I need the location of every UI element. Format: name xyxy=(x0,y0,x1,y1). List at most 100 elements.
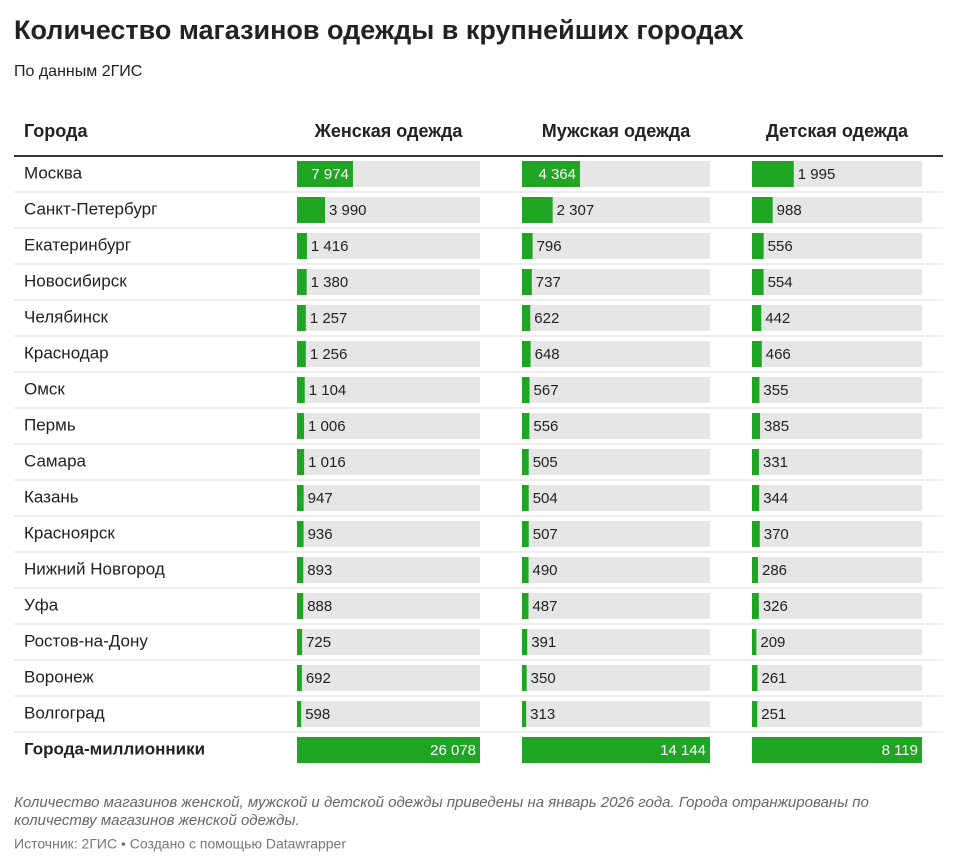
value-label: 988 xyxy=(777,202,802,219)
bar xyxy=(752,449,759,475)
bar-track xyxy=(752,197,922,223)
value-label: 504 xyxy=(533,490,558,507)
bar xyxy=(752,629,757,655)
bar xyxy=(522,233,533,259)
bar xyxy=(522,665,527,691)
value-label: 331 xyxy=(763,454,788,471)
value-label: 1 257 xyxy=(310,310,348,327)
bar xyxy=(752,341,762,367)
bar-track xyxy=(752,629,922,655)
bar xyxy=(297,269,307,295)
city-label: Волгоград xyxy=(24,703,105,722)
bar xyxy=(522,737,710,763)
bar-track xyxy=(522,665,710,691)
bar xyxy=(752,413,761,439)
bar-track xyxy=(522,449,710,475)
city-label: Краснодар xyxy=(24,343,109,362)
column-header: Женская одежда xyxy=(314,121,464,141)
bar-track xyxy=(297,269,480,295)
bar xyxy=(297,593,304,619)
city-label: Челябинск xyxy=(24,307,108,326)
city-label: Казань xyxy=(24,487,79,506)
city-label: Нижний Новгород xyxy=(24,559,165,578)
city-label: Омск xyxy=(24,379,65,398)
value-label: 14 144 xyxy=(660,742,706,759)
value-label: 507 xyxy=(533,526,558,543)
bar-track xyxy=(752,701,922,727)
bar-track xyxy=(297,413,480,439)
value-label: 487 xyxy=(532,598,557,615)
bar xyxy=(297,665,302,691)
bar-track xyxy=(297,305,480,331)
bar-track xyxy=(297,701,480,727)
bar xyxy=(752,485,760,511)
city-label: Санкт-Петербург xyxy=(24,199,157,218)
bar-track xyxy=(522,557,710,583)
bar xyxy=(297,305,306,331)
source: Источник: 2ГИС • Создано с помощью Dataw… xyxy=(14,836,346,852)
value-label: 1 104 xyxy=(309,382,347,399)
value-label: 598 xyxy=(305,706,330,723)
column-header: Детская одежда xyxy=(766,121,909,141)
value-label: 505 xyxy=(533,454,558,471)
bar-track xyxy=(297,197,480,223)
bar xyxy=(297,557,304,583)
bar-track xyxy=(752,233,922,259)
city-label: Ростов-на-Дону xyxy=(24,631,148,650)
value-label: 692 xyxy=(306,670,331,687)
bar xyxy=(522,161,581,187)
bar-track xyxy=(752,557,922,583)
value-label: 344 xyxy=(763,490,788,507)
bar-track xyxy=(752,521,922,547)
value-label: 947 xyxy=(308,490,333,507)
bar xyxy=(752,197,773,223)
bar-track xyxy=(297,557,480,583)
bar-track xyxy=(297,629,480,655)
bar-track xyxy=(297,521,480,547)
bar-track xyxy=(752,341,922,367)
value-label: 251 xyxy=(761,706,786,723)
bar xyxy=(752,557,758,583)
value-label: 385 xyxy=(764,418,789,435)
bar-track xyxy=(522,485,710,511)
bar xyxy=(522,701,527,727)
value-label: 936 xyxy=(308,526,333,543)
city-label: Воронеж xyxy=(24,667,94,686)
bar xyxy=(522,197,553,223)
bar-track xyxy=(522,377,710,403)
value-label: 286 xyxy=(762,562,787,579)
bar-track xyxy=(752,413,922,439)
note: количеству магазинов женской одежды. xyxy=(14,812,300,829)
bar xyxy=(522,629,528,655)
value-label: 622 xyxy=(534,310,559,327)
city-label: Новосибирск xyxy=(24,271,127,290)
bar-track xyxy=(522,341,710,367)
bar-track xyxy=(522,305,710,331)
bar xyxy=(752,233,764,259)
value-label: 391 xyxy=(531,634,556,651)
value-label: 355 xyxy=(763,382,788,399)
bar xyxy=(522,269,532,295)
value-label: 893 xyxy=(307,562,332,579)
bar xyxy=(297,161,353,187)
bar xyxy=(522,449,529,475)
bar xyxy=(522,341,531,367)
bar xyxy=(752,161,794,187)
bar-track xyxy=(752,377,922,403)
bar xyxy=(297,737,480,763)
bar-track xyxy=(752,269,922,295)
bar xyxy=(297,413,305,439)
bar xyxy=(522,485,529,511)
bar-track xyxy=(297,233,480,259)
bar xyxy=(297,521,304,547)
bar xyxy=(297,629,303,655)
bar-track xyxy=(522,521,710,547)
city-label: Москва xyxy=(24,163,83,182)
bar-track xyxy=(297,341,480,367)
value-label: 556 xyxy=(768,238,793,255)
bar xyxy=(297,197,325,223)
bar-track xyxy=(297,377,480,403)
title: Количество магазинов одежды в крупнейших… xyxy=(14,15,744,45)
city-label: Красноярск xyxy=(24,523,115,542)
